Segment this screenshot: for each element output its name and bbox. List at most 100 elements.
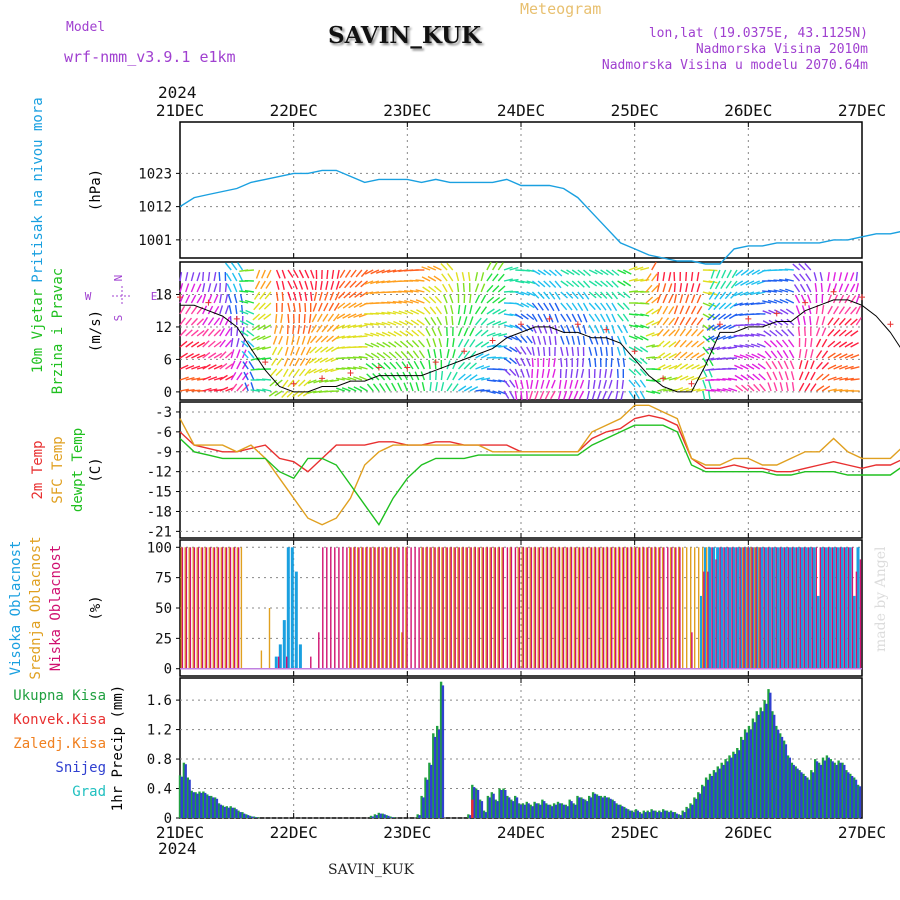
wind-barb xyxy=(207,272,211,282)
wind-barb xyxy=(705,389,715,392)
wind-barb xyxy=(452,383,459,392)
precip-bar xyxy=(621,806,624,818)
wind-barb xyxy=(509,324,519,329)
wind-barb xyxy=(439,349,443,359)
wind-barb xyxy=(298,302,301,313)
wind-barb xyxy=(364,269,374,275)
wind-barb xyxy=(662,364,672,370)
wind-barb xyxy=(238,283,244,293)
precip-bar xyxy=(695,798,698,818)
wind-barb xyxy=(722,324,732,330)
wind-barb xyxy=(287,291,292,301)
precip-bar xyxy=(806,777,809,818)
wind-barb xyxy=(804,326,806,337)
wind-barb xyxy=(399,330,408,337)
wind-barb xyxy=(353,386,363,392)
wind-barb xyxy=(594,346,598,356)
wind-barb xyxy=(673,305,679,315)
wind-barb xyxy=(849,283,856,293)
wind-barb xyxy=(388,341,397,348)
wind-barb xyxy=(773,279,783,282)
wind-barb xyxy=(262,346,272,350)
precip-bar xyxy=(593,793,597,818)
wind-barb xyxy=(645,320,655,326)
wind-barb xyxy=(360,280,368,288)
wind-barb xyxy=(370,280,380,285)
wind-barb xyxy=(622,269,632,275)
wind-barb xyxy=(531,313,538,322)
wind-barb xyxy=(381,280,391,284)
wind-barb xyxy=(651,308,660,315)
wind-barb xyxy=(833,364,843,370)
wind-barb xyxy=(441,273,448,282)
wind-barb xyxy=(370,332,380,337)
wind-barb xyxy=(579,379,585,389)
precip-bar xyxy=(780,736,784,818)
wind-barb xyxy=(765,361,772,370)
wind-barb xyxy=(244,382,249,392)
precip-bar xyxy=(217,803,221,818)
precip-bar xyxy=(379,813,382,818)
wind-barb xyxy=(668,352,677,359)
precip-bar xyxy=(644,812,647,818)
cloud-bar xyxy=(780,547,784,669)
precip-bar xyxy=(788,757,791,818)
wind-barb xyxy=(370,352,380,359)
wind-barb xyxy=(710,388,721,392)
precip-bar xyxy=(219,804,222,818)
precip-bar xyxy=(675,813,678,818)
wind-barb xyxy=(645,356,656,359)
wind-barb xyxy=(696,340,705,348)
wind-barb xyxy=(757,363,766,370)
wind-barb xyxy=(724,291,732,300)
wind-barb xyxy=(798,360,803,370)
wind-barb xyxy=(274,379,283,387)
wind-barb xyxy=(294,357,301,367)
wind-barb xyxy=(697,388,707,392)
wind-barb xyxy=(280,313,283,324)
wind-barb xyxy=(727,367,738,370)
wind-barb xyxy=(405,340,414,348)
wind-barb xyxy=(844,283,850,293)
gust-marker xyxy=(461,348,468,355)
wind-barb xyxy=(225,375,234,381)
wind-barb xyxy=(571,302,578,311)
wind-barb xyxy=(249,371,255,381)
wind-barb xyxy=(645,296,654,304)
wind-barb xyxy=(786,318,795,326)
wind-barb xyxy=(543,346,546,357)
wind-barb xyxy=(767,289,777,293)
wind-barb xyxy=(185,317,193,326)
wind-barb xyxy=(286,390,295,398)
wind-barb xyxy=(855,271,858,282)
wind-barb xyxy=(262,335,272,341)
wind-barb xyxy=(668,364,678,370)
precip-bar xyxy=(800,772,803,818)
wind-barb xyxy=(578,390,585,400)
wind-barb xyxy=(611,269,620,277)
precip-bar xyxy=(646,810,649,818)
wind-barb xyxy=(446,262,454,271)
precip-bar xyxy=(638,812,642,818)
wind-barb xyxy=(550,390,556,400)
wind-barb xyxy=(690,317,698,326)
wind-barb xyxy=(304,269,310,279)
wind-barb xyxy=(376,342,385,348)
wind-barb xyxy=(815,361,823,370)
wind-barb xyxy=(304,291,308,302)
temperature-ytick-label: -12 xyxy=(147,465,172,481)
precip-bar xyxy=(549,804,552,818)
wind-barb xyxy=(756,302,766,305)
cloud-bar xyxy=(708,547,712,669)
wind-barb xyxy=(409,299,419,304)
wind-barb xyxy=(328,302,335,312)
wind-barb xyxy=(375,322,385,326)
precip-bar xyxy=(492,793,495,818)
precip-bar xyxy=(648,812,651,818)
wind-barb xyxy=(797,326,801,337)
wind-barb xyxy=(628,357,637,364)
wind-barb xyxy=(252,313,261,321)
wind-barb xyxy=(364,280,374,285)
wind-barb xyxy=(581,357,585,368)
wind-ylabel: 10m Vjetar xyxy=(30,289,46,373)
